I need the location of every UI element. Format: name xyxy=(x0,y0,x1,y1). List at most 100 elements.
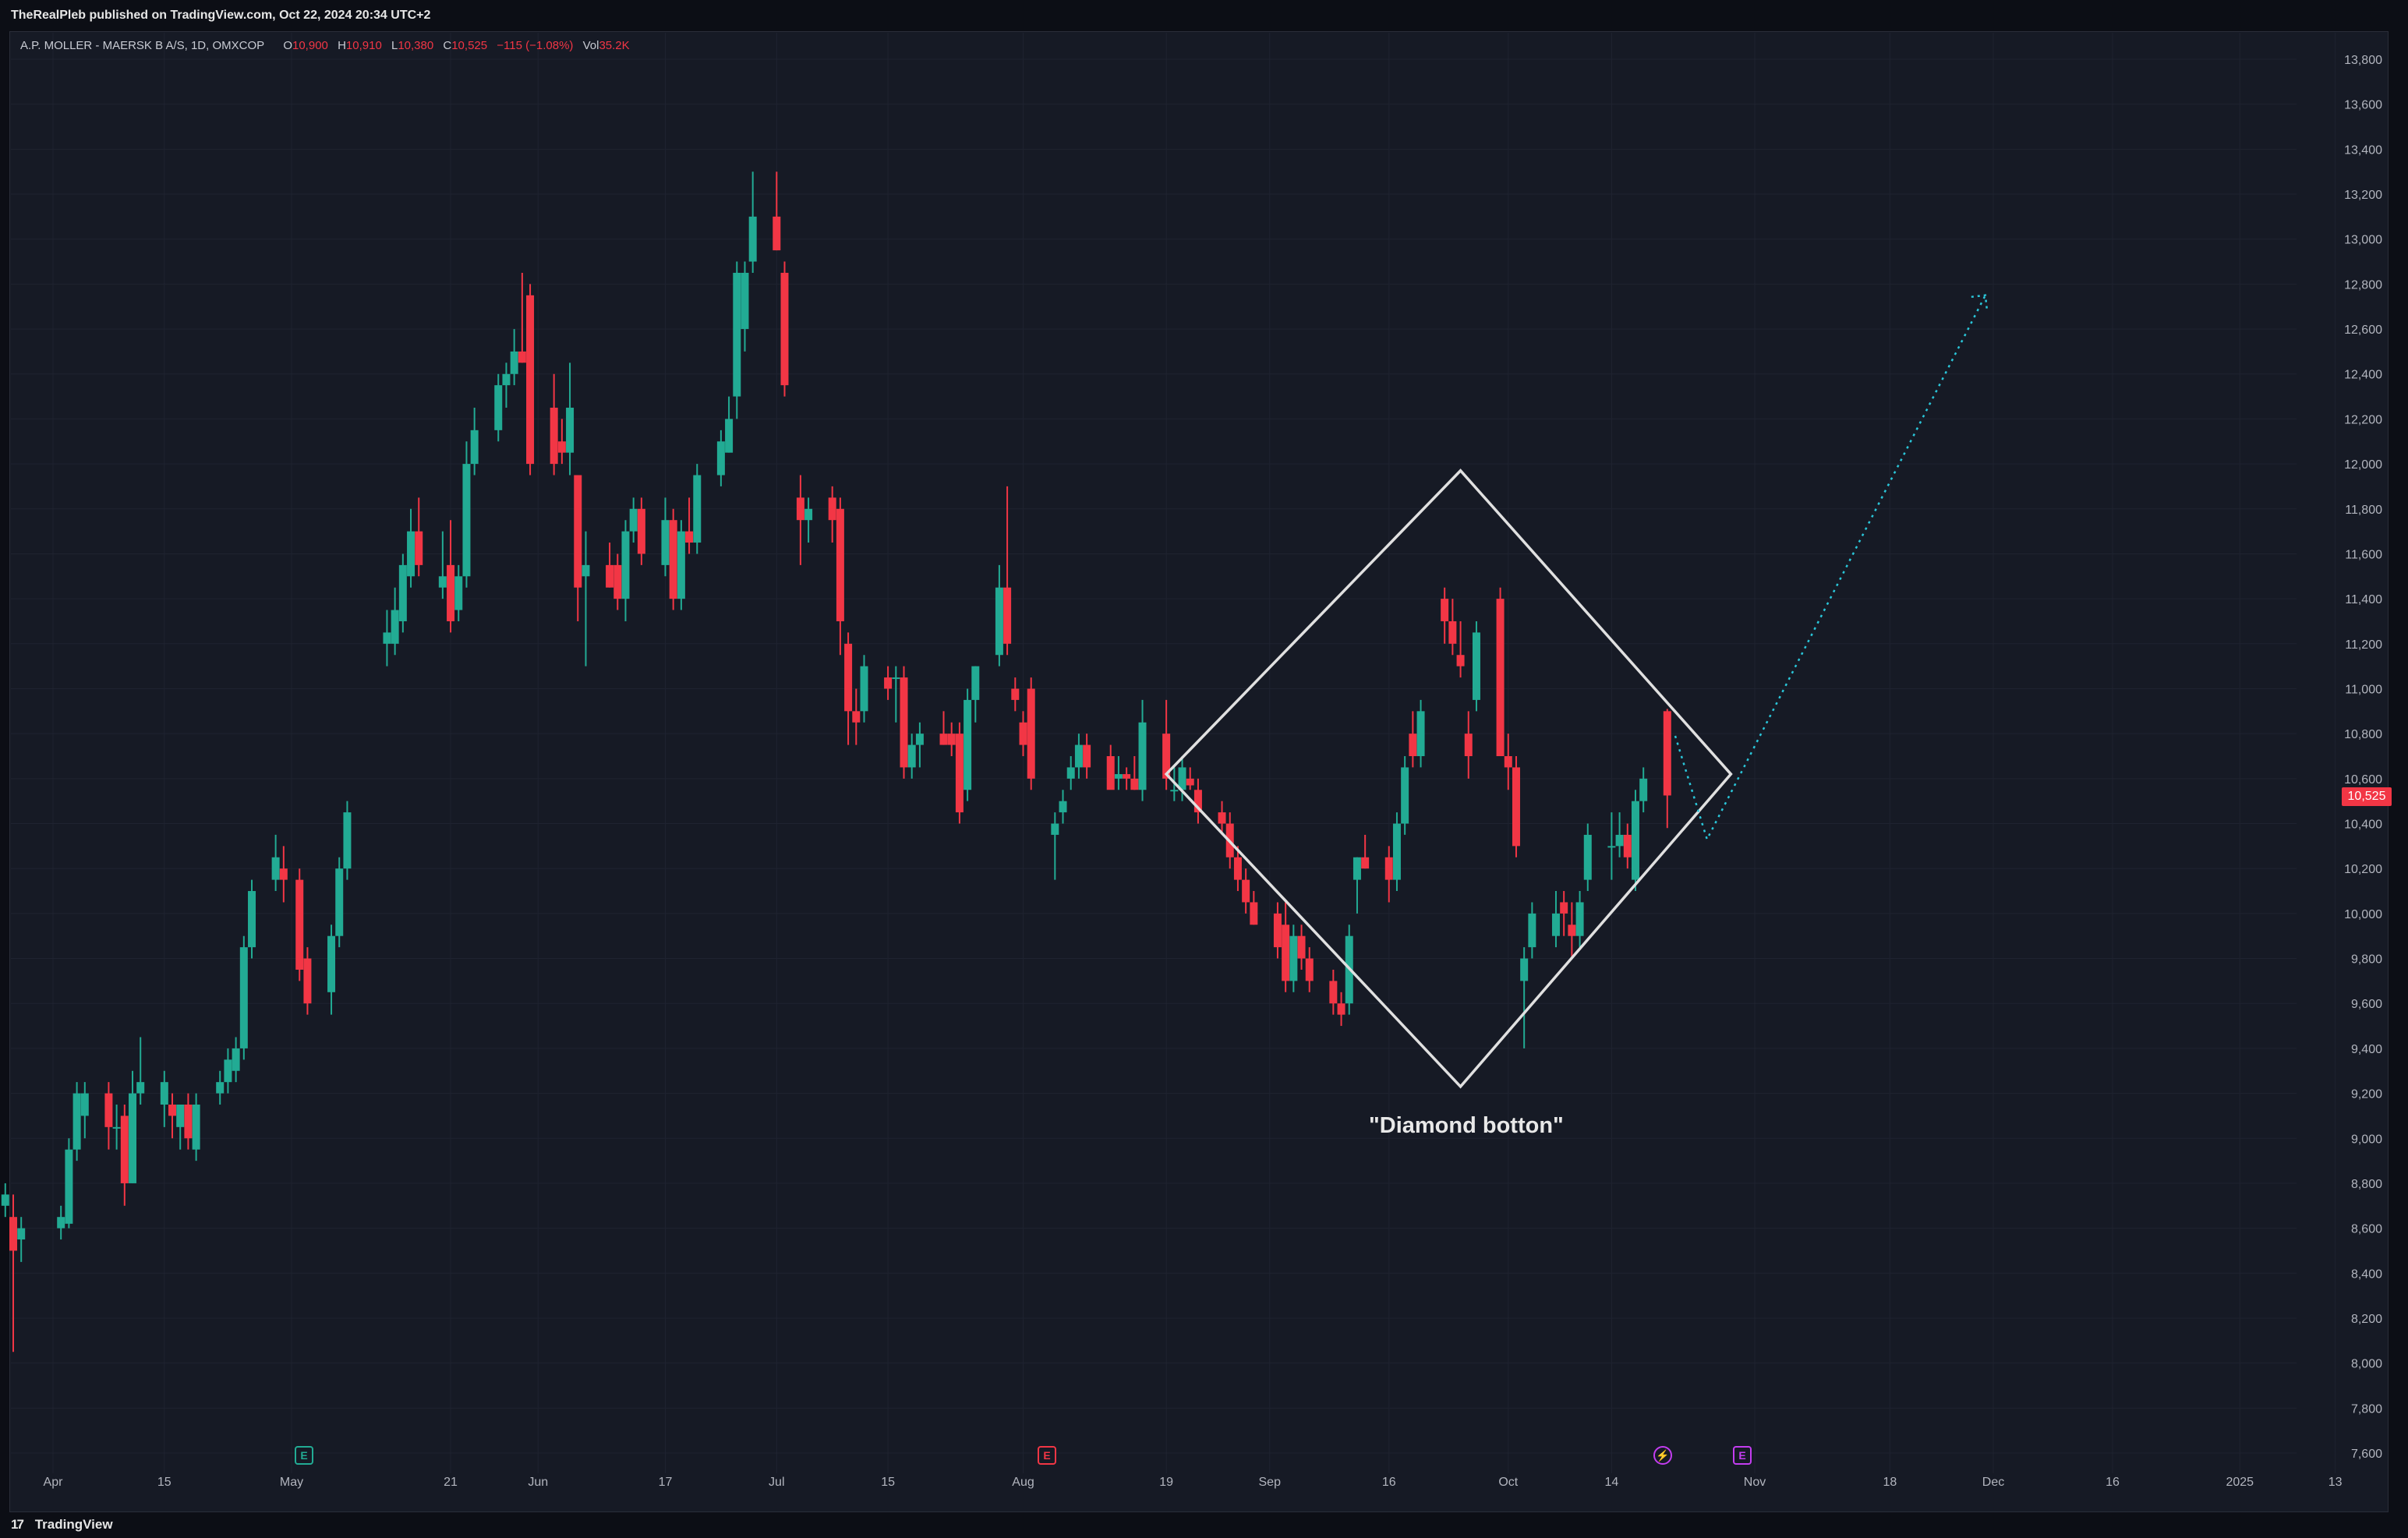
candle-body xyxy=(335,868,344,936)
candle-body xyxy=(1575,902,1584,936)
close-value: 10,525 xyxy=(451,39,488,52)
candle xyxy=(391,587,399,656)
candle xyxy=(303,947,312,1015)
price-tick-label: 9,600 xyxy=(2351,998,2382,1011)
candle xyxy=(1250,891,1258,925)
candle xyxy=(1066,756,1075,790)
footer-bar xyxy=(0,1512,2408,1538)
candle-body xyxy=(1250,902,1258,925)
candle-body xyxy=(295,879,304,970)
chart-panel[interactable] xyxy=(9,31,2389,1512)
time-tick-label: Aug xyxy=(1012,1476,1034,1489)
candle xyxy=(836,497,844,656)
candle-body xyxy=(915,734,924,745)
candle-body xyxy=(447,564,455,621)
candle xyxy=(494,373,503,442)
candle-body xyxy=(1305,958,1314,981)
candle-body xyxy=(828,497,836,521)
candle-body xyxy=(780,272,789,386)
candle-body xyxy=(216,1082,225,1094)
candle-body xyxy=(995,587,1003,656)
candle xyxy=(415,497,423,577)
candle xyxy=(1,1183,9,1218)
low-label: L xyxy=(391,39,398,52)
high-value: 10,910 xyxy=(345,39,382,52)
time-tick-label: Jun xyxy=(528,1476,548,1489)
candle-body xyxy=(462,464,471,577)
candle xyxy=(1233,846,1242,892)
candle xyxy=(184,1093,193,1150)
candle xyxy=(1074,734,1083,779)
candle-body xyxy=(120,1115,129,1183)
earnings-event-icon[interactable]: E xyxy=(1038,1446,1056,1465)
dividend-event-icon[interactable]: ⚡ xyxy=(1653,1446,1672,1465)
candle xyxy=(1615,812,1624,857)
candle xyxy=(327,925,336,1015)
candle-body xyxy=(884,677,893,689)
time-tick-label: Apr xyxy=(44,1476,64,1489)
candle xyxy=(343,801,352,880)
time-tick-label: 2025 xyxy=(2226,1476,2254,1489)
change-value: −115 (−1.08%) xyxy=(497,39,574,52)
earnings-event-icon[interactable]: E xyxy=(1733,1446,1752,1465)
earnings-event-icon[interactable]: E xyxy=(295,1446,313,1465)
candle-body xyxy=(391,610,399,644)
candle xyxy=(1401,756,1409,835)
candle xyxy=(470,408,479,476)
candle-body xyxy=(57,1217,65,1229)
candle-body xyxy=(398,564,407,621)
time-tick-label: Oct xyxy=(1498,1476,1518,1489)
candle xyxy=(1305,947,1314,992)
diamond-pattern-label[interactable]: "Diamond botton" xyxy=(1369,1113,1564,1138)
close-label: C xyxy=(443,39,452,52)
candle xyxy=(1106,744,1115,790)
time-tick-label: 15 xyxy=(157,1476,171,1489)
candle xyxy=(1639,767,1648,813)
price-tick-label: 8,800 xyxy=(2351,1178,2382,1191)
candle-body xyxy=(677,531,685,599)
time-tick-label: 19 xyxy=(1159,1476,1173,1489)
candle xyxy=(629,497,638,543)
candle-body xyxy=(1337,1003,1345,1015)
candle xyxy=(725,396,734,453)
candle xyxy=(1083,734,1091,779)
candle xyxy=(136,1037,145,1105)
candle-body xyxy=(526,295,535,465)
candle-body xyxy=(844,643,853,712)
candle xyxy=(1297,925,1306,970)
price-tick-label: 8,200 xyxy=(2351,1313,2382,1326)
candle-body xyxy=(112,1126,121,1129)
candle-body xyxy=(1416,711,1425,756)
candle-body xyxy=(796,497,804,521)
price-tick-label: 9,800 xyxy=(2351,953,2382,967)
last-price-badge: 10,525 xyxy=(2342,787,2392,806)
tradingview-logo[interactable]: 17 TradingView xyxy=(11,1514,113,1536)
candle xyxy=(1623,823,1632,869)
candle-body xyxy=(184,1105,193,1139)
candle-body xyxy=(716,441,725,476)
candle-body xyxy=(1409,734,1417,756)
candle xyxy=(120,1105,129,1206)
candle-body xyxy=(1401,767,1409,824)
candle-body xyxy=(606,564,614,588)
price-tick-label: 13,600 xyxy=(2344,99,2382,112)
candle-body xyxy=(1392,823,1401,880)
candle-body xyxy=(279,868,288,880)
candle xyxy=(248,879,256,959)
candle-body xyxy=(1297,935,1306,959)
symbol-name[interactable]: A.P. MOLLER - MAERSK B A/S, 1D, OMXCOP xyxy=(20,39,265,52)
price-tick-label: 11,200 xyxy=(2345,638,2382,652)
candle-body xyxy=(939,734,948,745)
candle-body xyxy=(1138,722,1147,790)
candle xyxy=(80,1082,89,1139)
candle-body xyxy=(1361,857,1370,869)
symbol-legend[interactable]: A.P. MOLLER - MAERSK B A/S, 1D, OMXCOP O… xyxy=(20,37,630,55)
time-tick-label: 17 xyxy=(659,1476,673,1489)
candle-body xyxy=(239,947,248,1048)
candle xyxy=(995,564,1003,666)
candle xyxy=(1019,711,1027,756)
candle xyxy=(216,1070,225,1105)
candle-body xyxy=(860,666,868,712)
candle xyxy=(17,1217,26,1262)
